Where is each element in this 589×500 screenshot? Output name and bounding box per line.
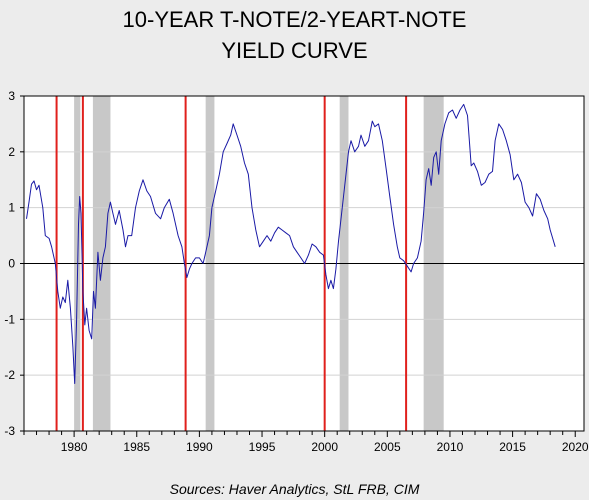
source-note: Sources: Haver Analytics, StL FRB, CIM (169, 481, 420, 497)
y-tick-label: -3 (4, 424, 15, 438)
y-tick-label: 2 (8, 145, 15, 159)
y-tick-label: 3 (8, 89, 15, 103)
y-tick-label: -2 (4, 368, 15, 382)
x-tick-label: 2010 (437, 440, 464, 454)
x-tick-label: 1995 (249, 440, 276, 454)
series-line (26, 103, 556, 384)
y-tick-label: 0 (8, 257, 15, 271)
x-tick-label: 2000 (311, 440, 338, 454)
x-tick-label: 1980 (61, 440, 88, 454)
x-tick-label: 2005 (374, 440, 401, 454)
chart-title: 10-YEAR T-NOTE/2-YEART-NOTE YIELD CURVE (0, 4, 589, 66)
chart-title-line-1: 10-YEAR T-NOTE/2-YEART-NOTE (122, 7, 467, 32)
x-tick-label: 2015 (499, 440, 526, 454)
y-tick-label: -1 (4, 312, 15, 326)
chart-title-line-2: YIELD CURVE (221, 38, 368, 63)
x-tick-label: 1990 (186, 440, 213, 454)
x-tick-label: 2020 (562, 440, 589, 454)
y-tick-label: 1 (8, 201, 15, 215)
x-tick-label: 1985 (123, 440, 150, 454)
